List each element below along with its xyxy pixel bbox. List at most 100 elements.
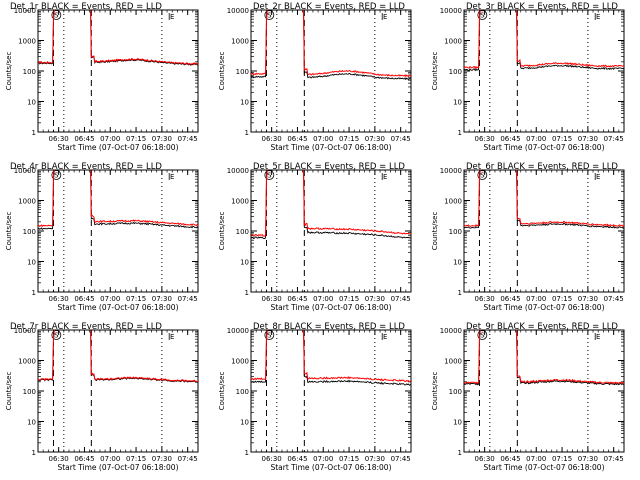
- plot-frame: [463, 9, 625, 133]
- y-tick-label: 10000: [14, 167, 36, 175]
- plot-frame: [37, 9, 199, 133]
- y-axis-label: Counts/sec: [5, 52, 13, 91]
- y-axis-label: Counts/sec: [5, 212, 13, 251]
- events-series-line: [251, 330, 411, 386]
- x-tick-label: 07:45: [604, 135, 624, 143]
- x-tick-label: 07:15: [339, 455, 359, 463]
- y-tick-label: 1000: [231, 38, 249, 46]
- panel-2: Det_2r BLACK = Events, RED = LLD 1 10 100 10…: [218, 2, 412, 152]
- panel-8: Det_8r BLACK = Events, RED = LLD 1 10 100 10…: [218, 322, 412, 472]
- x-axis-label: Start Time (07-Oct-07 06:18:00): [483, 143, 604, 152]
- end-marker-label: E: [170, 13, 174, 21]
- panel-title: Det_8r BLACK = Events, RED = LLD: [253, 322, 405, 332]
- x-tick-label: 07:00: [100, 295, 120, 303]
- x-tick-label: 07:00: [313, 295, 333, 303]
- x-tick-label: 07:45: [391, 295, 411, 303]
- lld-series-line: [251, 330, 411, 383]
- start-marker-circle: [264, 10, 275, 20]
- plot-frame: [463, 169, 625, 293]
- lld-series-line: [38, 10, 198, 65]
- panel-7: Det_7r BLACK = Events, RED = LLD 1 10 100 10…: [5, 322, 199, 472]
- panel-9: Det_9r BLACK = Events, RED = LLD 1 10 100 10…: [431, 322, 625, 472]
- start-marker-circle: [477, 170, 488, 180]
- y-axis-label: Counts/sec: [431, 52, 439, 91]
- x-tick-label: 06:45: [74, 455, 94, 463]
- y-axis-label: Counts/sec: [5, 372, 13, 411]
- plot-frame: [37, 329, 199, 453]
- y-tick-label: 1000: [18, 358, 36, 366]
- y-tick-label: 10000: [440, 327, 462, 335]
- panel-title: Det_2r BLACK = Events, RED = LLD: [253, 2, 405, 12]
- lld-series-line: [251, 170, 411, 237]
- x-tick-label: 06:45: [287, 135, 307, 143]
- x-tick-label: 07:00: [526, 135, 546, 143]
- start-marker-label: S: [480, 12, 485, 20]
- y-tick-label: 1000: [18, 198, 36, 206]
- x-tick-label: 06:30: [49, 135, 69, 143]
- events-series-line: [251, 170, 411, 240]
- end-marker-label: E: [596, 333, 600, 341]
- y-tick-label: 10000: [14, 327, 36, 335]
- start-marker-circle: [51, 170, 62, 180]
- plot-frame: [37, 169, 199, 293]
- x-tick-label: 06:45: [287, 295, 307, 303]
- x-tick-label: 07:15: [552, 295, 572, 303]
- events-series-line: [38, 330, 198, 383]
- start-marker-circle: [51, 330, 62, 340]
- start-marker-label: S: [480, 172, 485, 180]
- x-tick-label: 06:30: [262, 135, 282, 143]
- y-tick-label: 10: [27, 419, 36, 427]
- end-marker-label: E: [383, 333, 387, 341]
- y-axis-label: Counts/sec: [218, 212, 226, 251]
- y-tick-label: 10: [240, 99, 249, 107]
- x-tick-label: 07:45: [178, 455, 198, 463]
- start-marker-circle: [264, 170, 275, 180]
- series-group: [464, 330, 624, 386]
- end-marker-label: E: [170, 333, 174, 341]
- panel-title: Det_1r BLACK = Events, RED = LLD: [10, 2, 162, 12]
- y-axis-label: Counts/sec: [218, 372, 226, 411]
- y-tick-label: 10000: [227, 7, 249, 15]
- y-tick-label: 100: [23, 388, 36, 396]
- series-group: [251, 10, 411, 81]
- x-tick-label: 07:30: [152, 135, 172, 143]
- x-tick-label: 07:15: [126, 295, 146, 303]
- y-tick-label: 1: [458, 289, 462, 297]
- x-tick-label: 06:30: [475, 295, 495, 303]
- events-series-line: [38, 170, 198, 231]
- y-tick-label: 100: [449, 228, 462, 236]
- panel-6: Det_6r BLACK = Events, RED = LLD 1 10 100 10…: [431, 162, 625, 312]
- x-tick-label: 06:45: [74, 295, 94, 303]
- x-axis-label: Start Time (07-Oct-07 06:18:00): [270, 143, 391, 152]
- x-tick-label: 07:45: [604, 455, 624, 463]
- y-tick-label: 10: [453, 419, 462, 427]
- x-tick-label: 07:00: [100, 455, 120, 463]
- y-tick-label: 10: [27, 259, 36, 267]
- y-tick-label: 1000: [231, 358, 249, 366]
- x-tick-label: 07:30: [578, 455, 598, 463]
- start-marker-circle: [477, 10, 488, 20]
- x-tick-label: 07:15: [126, 455, 146, 463]
- panel-3: Det_3r BLACK = Events, RED = LLD 1 10 100 10…: [431, 2, 625, 152]
- x-tick-label: 06:45: [500, 135, 520, 143]
- series-group: [251, 330, 411, 386]
- y-tick-label: 1: [458, 449, 462, 457]
- end-marker-label: E: [596, 13, 600, 21]
- start-marker-label: S: [267, 12, 272, 20]
- x-tick-label: 07:00: [526, 295, 546, 303]
- plot-frame: [463, 329, 625, 453]
- start-marker-label: S: [267, 332, 272, 340]
- panel-title: Det_4r BLACK = Events, RED = LLD: [10, 162, 162, 172]
- x-tick-label: 06:30: [262, 455, 282, 463]
- lld-series-line: [464, 170, 624, 228]
- y-tick-label: 100: [23, 68, 36, 76]
- x-tick-label: 06:45: [500, 455, 520, 463]
- y-tick-label: 1: [245, 449, 249, 457]
- series-group: [464, 10, 624, 72]
- panel-title: Det_9r BLACK = Events, RED = LLD: [466, 322, 618, 332]
- y-tick-label: 10000: [440, 7, 462, 15]
- y-tick-label: 100: [23, 228, 36, 236]
- y-tick-label: 100: [236, 228, 249, 236]
- y-tick-label: 10: [27, 99, 36, 107]
- y-tick-label: 1000: [231, 198, 249, 206]
